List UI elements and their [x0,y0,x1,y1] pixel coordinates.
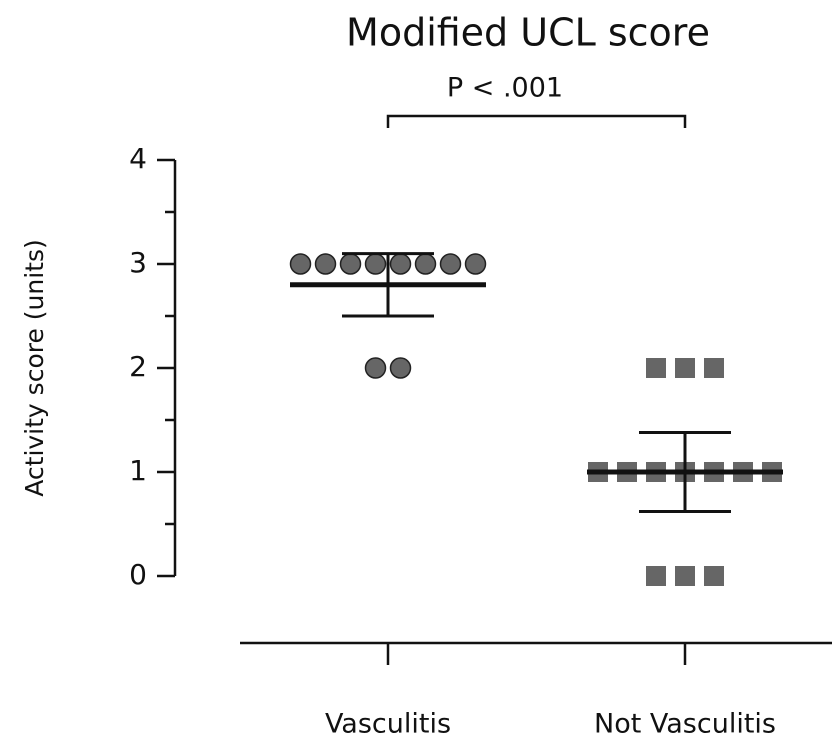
x-tick-label: Not Vasculitis [594,709,776,740]
point [389,357,412,379]
point [389,253,412,275]
point [364,357,387,379]
point [646,566,666,586]
y-tick-label: 0 [129,558,147,591]
point [675,566,695,586]
significance-bracket [386,114,687,128]
point [289,253,312,275]
point [704,566,724,586]
point [439,253,462,275]
point [675,358,695,378]
y-axis-label: Activity score (units) [20,239,49,497]
point [646,358,666,378]
y-tick-label: 1 [129,454,147,487]
x-tick-label: Vasculitis [325,709,451,740]
point [339,253,362,275]
point [464,253,487,275]
y-tick-label: 2 [129,350,147,383]
point [414,253,437,275]
point [704,358,724,378]
point [314,253,337,275]
chart-title: Modified UCL score [346,11,710,55]
y-tick-label: 3 [129,246,147,279]
y-tick-label: 4 [129,142,147,175]
annotation: P < .001 [447,73,563,104]
point [364,253,387,275]
